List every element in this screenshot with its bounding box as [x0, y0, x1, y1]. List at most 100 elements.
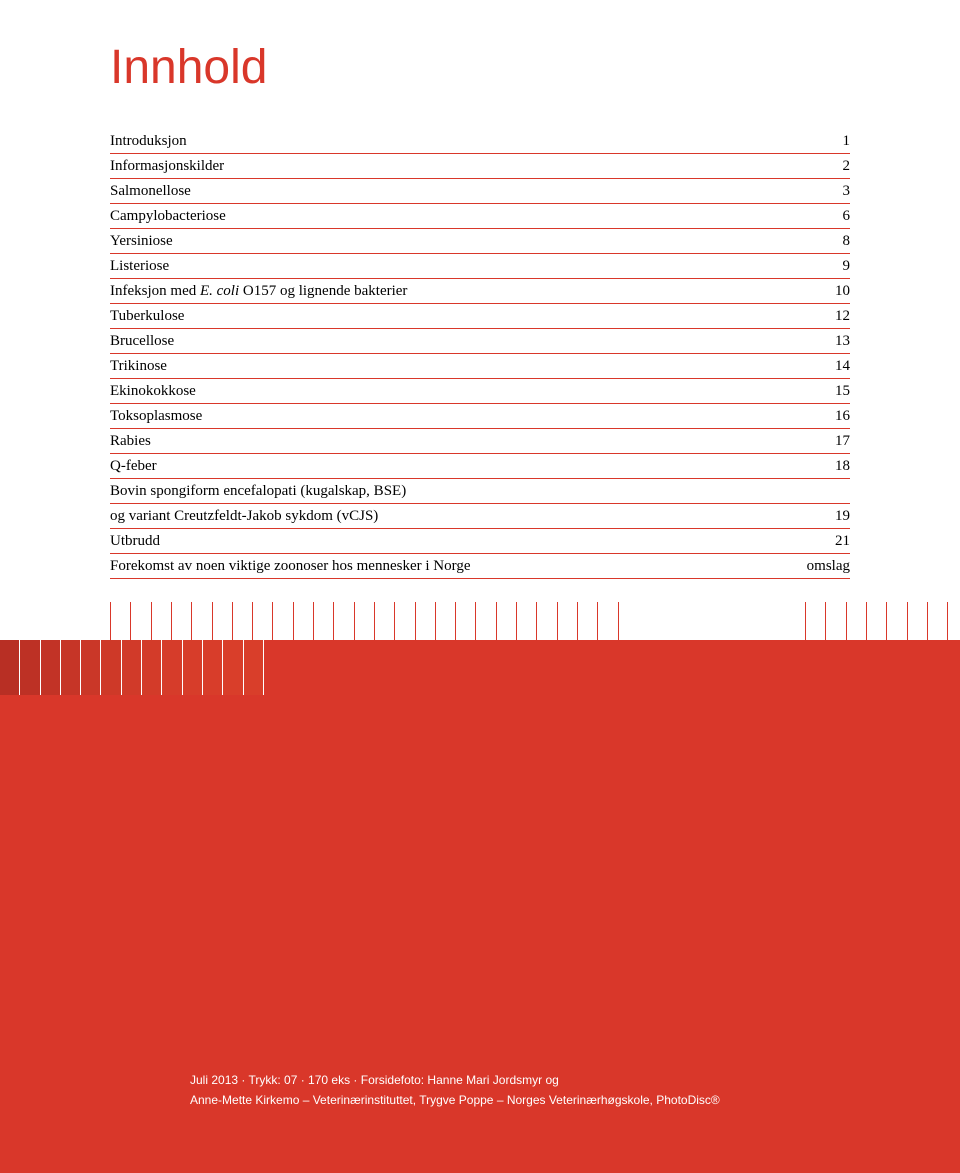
- toc-label: Utbrudd: [110, 533, 790, 550]
- footer-line-1: Juli 2013 · Trykk: 07 · 170 eks · Forsid…: [190, 1073, 720, 1087]
- tick-mark: [354, 602, 355, 640]
- toc-row: Salmonellose3: [110, 179, 850, 204]
- tick-mark: [866, 602, 867, 640]
- gradient-bar: [183, 640, 203, 695]
- tick-mark: [252, 602, 253, 640]
- page-root: Innhold Introduksjon1Informasjonskilder2…: [0, 0, 960, 1173]
- toc-row: Listeriose9: [110, 254, 850, 279]
- content-area: Innhold Introduksjon1Informasjonskilder2…: [0, 0, 960, 579]
- toc-label: Listeriose: [110, 258, 790, 275]
- toc-page-number: 18: [790, 458, 850, 475]
- tick-marks-upper: [0, 602, 960, 640]
- tick-mark: [171, 602, 172, 640]
- gradient-bar: [162, 640, 182, 695]
- toc-row: Yersiniose8: [110, 229, 850, 254]
- toc-page-number: 9: [790, 258, 850, 275]
- toc-label: Introduksjon: [110, 133, 790, 150]
- tick-mark: [577, 602, 578, 640]
- toc-label: Toksoplasmose: [110, 408, 790, 425]
- gradient-bar: [223, 640, 243, 695]
- footer-credits: Juli 2013 · Trykk: 07 · 170 eks · Forsid…: [190, 1073, 720, 1113]
- toc-row: Tuberkulose12: [110, 304, 850, 329]
- toc-label: Tuberkulose: [110, 308, 790, 325]
- gradient-bar: [244, 640, 264, 695]
- tick-mark: [947, 602, 948, 640]
- toc-row: Trikinose14: [110, 354, 850, 379]
- toc-label: Rabies: [110, 433, 790, 450]
- gradient-bar: [101, 640, 121, 695]
- tick-mark: [110, 602, 111, 640]
- tick-mark: [272, 602, 273, 640]
- toc-label: Informasjonskilder: [110, 158, 790, 175]
- tick-mark: [618, 602, 619, 640]
- toc-row: Brucellose13: [110, 329, 850, 354]
- toc-page-number: 1: [790, 133, 850, 150]
- tick-mark: [907, 602, 908, 640]
- tick-mark: [415, 602, 416, 640]
- toc-label: Salmonellose: [110, 183, 790, 200]
- toc-label: Bovin spongiform encefalopati (kugalskap…: [110, 483, 790, 500]
- toc-label: Brucellose: [110, 333, 790, 350]
- toc-row: Infeksjon med E. coli O157 og lignende b…: [110, 279, 850, 304]
- tick-mark: [293, 602, 294, 640]
- gradient-bar: [20, 640, 40, 695]
- tick-mark: [496, 602, 497, 640]
- toc-page-number: 3: [790, 183, 850, 200]
- toc-row: Rabies17: [110, 429, 850, 454]
- gradient-bar: [81, 640, 101, 695]
- tick-mark: [455, 602, 456, 640]
- tick-mark: [846, 602, 847, 640]
- toc-row: Q-feber18: [110, 454, 850, 479]
- tick-mark: [435, 602, 436, 640]
- tick-mark: [394, 602, 395, 640]
- tick-mark: [313, 602, 314, 640]
- toc-page-number: omslag: [790, 558, 850, 575]
- tick-mark: [886, 602, 887, 640]
- toc-page-number: 13: [790, 333, 850, 350]
- toc-label: Campylobacteriose: [110, 208, 790, 225]
- tick-mark: [557, 602, 558, 640]
- toc-row: og variant Creutzfeldt-Jakob sykdom (vCJ…: [110, 504, 850, 529]
- tick-mark: [825, 602, 826, 640]
- toc-page-number: 14: [790, 358, 850, 375]
- tick-mark: [516, 602, 517, 640]
- tick-mark: [333, 602, 334, 640]
- gradient-bar: [142, 640, 162, 695]
- toc-row: Campylobacteriose6: [110, 204, 850, 229]
- toc-label: Trikinose: [110, 358, 790, 375]
- toc-row: Informasjonskilder2: [110, 154, 850, 179]
- tick-mark: [374, 602, 375, 640]
- toc-page-number: 6: [790, 208, 850, 225]
- gradient-bar: [122, 640, 142, 695]
- tick-mark: [597, 602, 598, 640]
- toc-page-number: 15: [790, 383, 850, 400]
- toc-page-number: 10: [790, 283, 850, 300]
- toc-page-number: 21: [790, 533, 850, 550]
- toc-label: Ekinokokkose: [110, 383, 790, 400]
- gradient-bar: [0, 640, 20, 695]
- tick-mark: [212, 602, 213, 640]
- toc-row: Introduksjon1: [110, 129, 850, 154]
- gradient-bar: [41, 640, 61, 695]
- table-of-contents: Introduksjon1Informasjonskilder2Salmonel…: [110, 129, 850, 579]
- gradient-bars-left: [0, 640, 264, 695]
- tick-mark: [130, 602, 131, 640]
- toc-row: Utbrudd21: [110, 529, 850, 554]
- toc-row: Ekinokokkose15: [110, 379, 850, 404]
- tick-mark: [536, 602, 537, 640]
- toc-label: og variant Creutzfeldt-Jakob sykdom (vCJ…: [110, 508, 790, 525]
- page-title: Innhold: [110, 40, 850, 95]
- toc-label: Q-feber: [110, 458, 790, 475]
- tick-mark: [232, 602, 233, 640]
- footer-line-2: Anne-Mette Kirkemo – Veterinærinstitutte…: [190, 1093, 720, 1107]
- toc-row: Toksoplasmose16: [110, 404, 850, 429]
- tick-mark: [927, 602, 928, 640]
- toc-row: Forekomst av noen viktige zoonoser hos m…: [110, 554, 850, 579]
- toc-page-number: 2: [790, 158, 850, 175]
- toc-page-number: 8: [790, 233, 850, 250]
- toc-page-number: 17: [790, 433, 850, 450]
- toc-page-number: 16: [790, 408, 850, 425]
- toc-label: Yersiniose: [110, 233, 790, 250]
- tick-mark: [475, 602, 476, 640]
- toc-label: Forekomst av noen viktige zoonoser hos m…: [110, 558, 790, 575]
